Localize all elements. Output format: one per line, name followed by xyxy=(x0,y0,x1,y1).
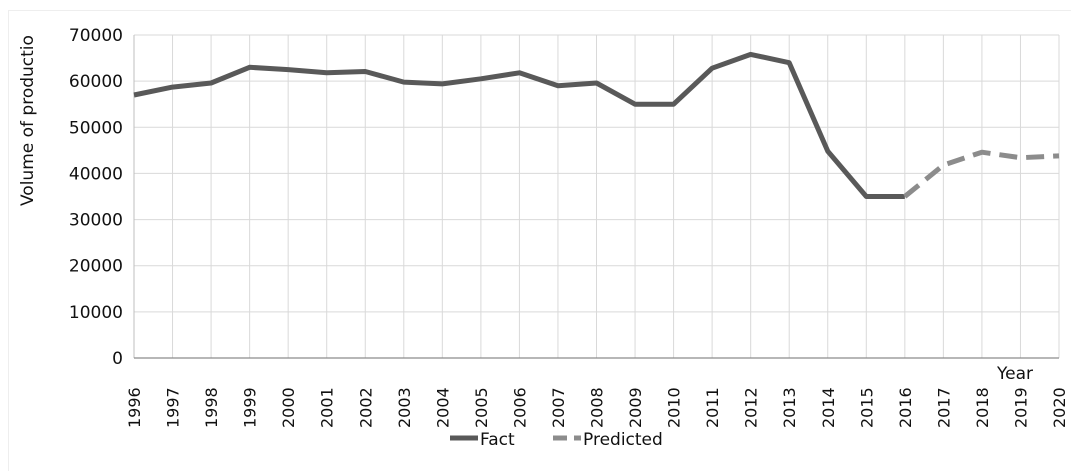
x-tick-label: 2003 xyxy=(395,387,414,428)
y-tick-label: 20000 xyxy=(69,257,123,277)
series-lines xyxy=(133,51,1060,199)
y-axis-ticks: 0 10000 20000 30000 40000 50000 60000 70000 xyxy=(69,26,123,369)
x-tick-label: 2012 xyxy=(742,387,761,428)
x-tick-label: 2000 xyxy=(279,387,298,428)
axes xyxy=(133,35,1059,359)
y-tick-label: 30000 xyxy=(69,211,123,231)
x-tick-label: 2001 xyxy=(318,387,337,428)
x-tick-label: 1999 xyxy=(241,387,260,428)
x-tick-label: 2014 xyxy=(819,387,838,428)
x-tick-label: 2005 xyxy=(472,387,491,428)
x-tick-label: 1997 xyxy=(164,387,183,428)
x-tick-label: 2016 xyxy=(896,387,915,428)
x-tick-label: 1996 xyxy=(125,387,144,428)
y-tick-label: 50000 xyxy=(69,118,123,138)
series-line-fact xyxy=(133,51,905,199)
x-tick-label: 2009 xyxy=(626,387,645,428)
x-tick-label: 2013 xyxy=(780,387,799,428)
legend-label-fact: Fact xyxy=(480,430,515,450)
x-tick-label: 1998 xyxy=(202,387,221,428)
x-axis-ticks: 1996 1997 1998 1999 2000 2001 2002 2003 2004 2005… xyxy=(125,387,1069,428)
x-axis-title: Year xyxy=(996,364,1033,384)
line-chart: 0 10000 20000 30000 40000 50000 60000 70000 199… xyxy=(18,26,1069,450)
x-tick-label: 2015 xyxy=(857,387,876,428)
series-line-predicted xyxy=(903,149,1060,199)
y-axis-title: Volume of productio xyxy=(18,35,38,206)
legend: Fact Predicted xyxy=(450,430,663,450)
x-tick-label: 2006 xyxy=(510,387,529,428)
x-tick-label: 2019 xyxy=(1011,387,1030,428)
y-tick-label: 40000 xyxy=(69,164,123,184)
x-tick-label: 2010 xyxy=(665,387,684,428)
chart-frame: 0 10000 20000 30000 40000 50000 60000 70000 199… xyxy=(8,10,1071,471)
x-tick-label: 2020 xyxy=(1050,387,1069,428)
y-tick-label: 10000 xyxy=(69,303,123,323)
x-tick-label: 2011 xyxy=(703,387,722,428)
x-tick-label: 2008 xyxy=(588,387,607,428)
legend-label-predicted: Predicted xyxy=(583,430,663,450)
x-tick-label: 2007 xyxy=(549,387,568,428)
x-tick-label: 2018 xyxy=(973,387,992,428)
y-tick-label: 0 xyxy=(112,349,123,369)
x-tick-label: 2004 xyxy=(433,387,452,428)
x-tick-label: 2017 xyxy=(934,387,953,428)
y-tick-label: 70000 xyxy=(69,26,123,46)
y-tick-label: 60000 xyxy=(69,72,123,92)
x-tick-label: 2002 xyxy=(356,387,375,428)
